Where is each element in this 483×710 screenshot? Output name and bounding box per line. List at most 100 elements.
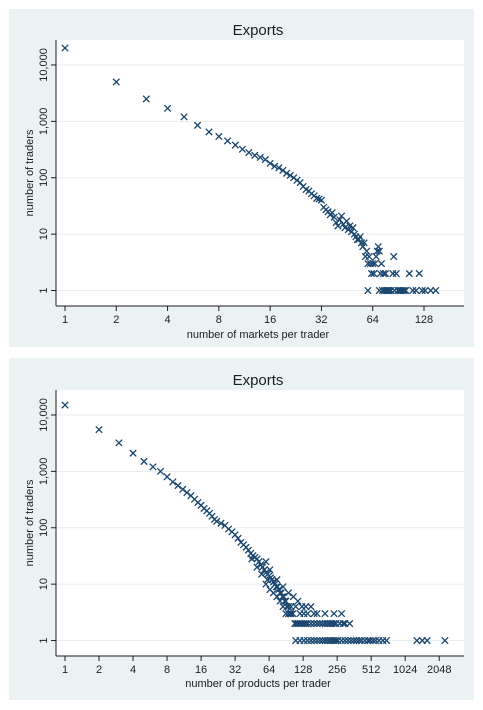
chart-markets-data-point [370, 269, 378, 278]
chart-products-data-point [313, 619, 321, 628]
chart-products-x-tick-label: 1024 [393, 664, 417, 676]
chart-markets-data-point [402, 286, 410, 295]
chart-products-x-axis-label: number of products per trader [185, 678, 331, 690]
chart-markets-data-point [375, 247, 384, 255]
chart-products-data-point [441, 636, 449, 645]
chart-markets-x-tick-label: 64 [367, 314, 379, 326]
chart-markets-y-ticks: 1 10 100 1,000 10,000 [38, 48, 56, 294]
chart-markets-data-point [385, 286, 393, 295]
chart-products: 1 2 4 8 16 32 64 128 256 512 1024 2048 1101001,0001… [9, 358, 474, 700]
chart-markets-data-point [215, 132, 223, 141]
chart-markets-data-point [163, 104, 172, 113]
chart-products-data-point [129, 449, 137, 457]
chart-markets-x-tick-label: 128 [415, 314, 433, 326]
chart-products-data-point [179, 485, 187, 493]
chart-markets-data-point [205, 128, 213, 136]
chart-products-y-tick-label: 100 [38, 519, 50, 537]
chart-markets-plot-area [56, 40, 464, 306]
chart-products-data-point [262, 558, 270, 566]
chart-markets-data-point [344, 226, 352, 234]
chart-products-y-axis-label: number of traders [24, 479, 36, 566]
chart-products-y-tick-label: 10,000 [38, 398, 50, 432]
chart-products-data-point [369, 636, 377, 645]
chart-products-data-point [278, 592, 287, 601]
chart-products-y-tick-label: 1,000 [38, 458, 50, 486]
chart-markets-data-point [286, 171, 294, 180]
chart-products-data-point [258, 570, 266, 578]
chart-products-x-tick-label: 8 [164, 664, 170, 676]
chart-markets-data-point [409, 286, 417, 295]
chart-markets-x-ticks: 1 2 4 8 16 32 64 128 [62, 306, 433, 326]
chart-markets-data-point [363, 247, 371, 255]
chart-products-data-point [321, 609, 329, 618]
chart-products-data-point [313, 609, 321, 618]
chart-products-data-point [273, 576, 281, 584]
chart-markets-data-point [375, 286, 384, 295]
chart-markets-data-point [270, 162, 279, 170]
chart-markets-data-point [356, 233, 364, 241]
chart-products-x-tick-label: 32 [229, 664, 241, 676]
chart-markets-data-point [330, 213, 338, 221]
chart-products-data-point [284, 589, 293, 597]
chart-products-data-point [234, 534, 242, 542]
chart-products-data-point [169, 478, 177, 486]
chart-markets-data-point [245, 148, 253, 157]
chart-markets-data-point [238, 145, 247, 153]
chart-markets-data-point [193, 121, 202, 130]
chart-products-x-tick-label: 4 [130, 664, 136, 676]
chart-products-x-tick-label: 256 [328, 664, 346, 676]
chart-products-data-point [423, 636, 431, 645]
chart-products-x-tick-label: 128 [294, 664, 312, 676]
chart-products-data-point [263, 576, 272, 584]
chart-markets-y-tick-label: 10,000 [38, 48, 50, 82]
chart-markets-data-point [399, 286, 407, 295]
chart-products-data-point [344, 636, 352, 645]
chart-products-x-tick-label: 512 [362, 664, 380, 676]
chart-products-data-point [355, 636, 363, 645]
chart-products-data-point [61, 401, 69, 409]
chart-products-data-point [382, 636, 391, 645]
chart-markets-data-point [384, 286, 392, 295]
chart-markets-data-point [336, 216, 344, 224]
chart-products-data-point [307, 619, 315, 628]
chart-markets-data-point [231, 141, 240, 149]
chart-markets-data-point [418, 286, 426, 295]
chart-products-data-point [413, 636, 421, 645]
chart-products-data-point [302, 602, 310, 611]
chart-markets-data-point [317, 196, 326, 204]
chart-markets-data-point [334, 222, 342, 230]
chart-products-y-ticks: 1 10 100 1,000 10,000 [38, 398, 56, 644]
chart-markets-markers [61, 44, 440, 295]
chart-products-data-point [366, 636, 374, 645]
chart-markets-y-tick-label: 1,000 [38, 108, 50, 136]
chart-products-data-point [149, 463, 157, 471]
chart-products-title: Exports [233, 372, 284, 389]
chart-markets-data-point [377, 259, 386, 268]
chart-products-data-point [294, 597, 302, 605]
chart-products-data-point [284, 609, 293, 618]
chart-products-data-point [292, 602, 300, 611]
chart-products-data-point [284, 602, 293, 611]
chart-products-data-point [276, 597, 284, 605]
chart-products-data-point [330, 609, 338, 618]
chart-markets-data-point [421, 286, 429, 295]
chart-products-data-point [345, 619, 354, 628]
chart-products-data-point [303, 609, 312, 618]
chart-markets-data-point [392, 269, 400, 278]
chart-products-x-tick-label: 64 [263, 664, 275, 676]
chart-products-data-point [279, 583, 287, 591]
chart-markets-data-point [261, 155, 270, 164]
chart-markets-data-point [381, 269, 390, 278]
chart-markets-data-point [405, 269, 414, 278]
chart-markets-data-point [342, 217, 351, 225]
chart-products-data-point [266, 566, 274, 574]
chart-markets-data-point [223, 137, 232, 145]
chart-products-x-tick-label: 2048 [427, 664, 451, 676]
chart-markets-data-point [379, 269, 388, 278]
chart-products-data-point [310, 609, 318, 618]
chart-products-data-point [341, 636, 349, 645]
chart-markets-data-point [432, 286, 440, 295]
chart-products-data-point [337, 609, 346, 618]
